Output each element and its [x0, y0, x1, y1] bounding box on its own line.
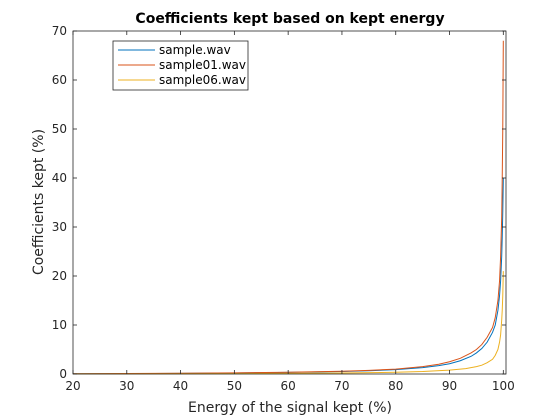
y-tick-label: 60 [52, 73, 67, 87]
y-tick-label: 20 [52, 269, 67, 283]
x-tick-label: 100 [492, 379, 515, 393]
y-tick-label: 50 [52, 122, 67, 136]
y-tick-label: 30 [52, 220, 67, 234]
x-axis-label: Energy of the signal kept (%) [188, 400, 392, 416]
ticks-layer: 20 30 40 50 60 70 80 90 100 0 10 20 30 40 50 60 70 [52, 24, 515, 393]
axes-box [72, 30, 507, 375]
y-tick-label: 0 [59, 367, 67, 381]
x-tick-label: 20 [65, 379, 80, 393]
x-tick-label: 40 [173, 379, 188, 393]
x-tick-label: 80 [388, 379, 403, 393]
series-line-3 [72, 271, 504, 375]
x-tick-label: 30 [119, 379, 134, 393]
legend-label-3: sample06.wav [159, 73, 246, 87]
y-tick-label: 10 [52, 318, 67, 332]
chart-title: Coefficients kept based on kept energy [135, 11, 444, 27]
x-tick-label: 90 [442, 379, 457, 393]
y-axis-label: Coefficients kept (%) [31, 129, 47, 275]
x-tick-label: 70 [334, 379, 349, 393]
x-tick-label: 50 [227, 379, 242, 393]
y-tick-label: 70 [52, 24, 67, 38]
y-tick-label: 40 [52, 171, 67, 185]
x-tick-label: 60 [281, 379, 296, 393]
legend-label-2: sample01.wav [159, 58, 246, 72]
legend-label-1: sample.wav [159, 43, 231, 57]
